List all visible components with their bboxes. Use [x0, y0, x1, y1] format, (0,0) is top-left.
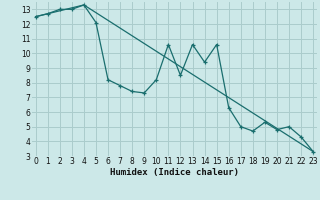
X-axis label: Humidex (Indice chaleur): Humidex (Indice chaleur): [110, 168, 239, 177]
